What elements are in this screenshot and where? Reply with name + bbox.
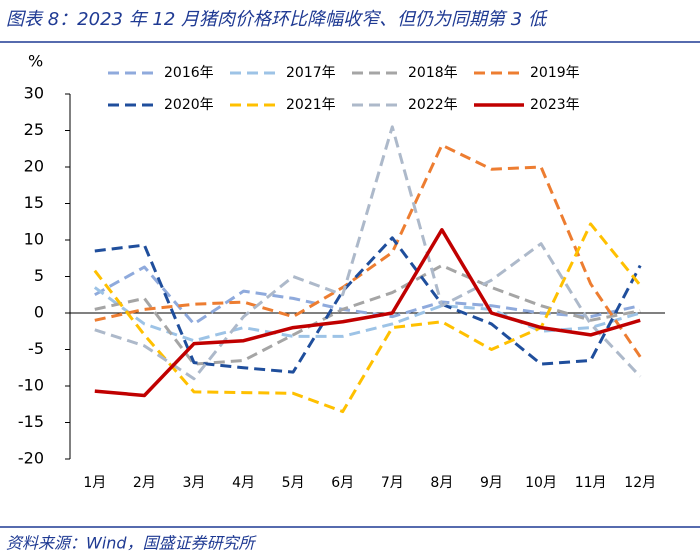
y-unit: %: [28, 52, 43, 71]
y-tick-label: 0: [34, 303, 44, 322]
x-tick-label: 11月: [575, 475, 607, 491]
x-tick-label: 7月: [381, 475, 404, 491]
series-line: [94, 236, 642, 374]
legend-label: 2020年: [164, 97, 214, 113]
series-line: [94, 143, 642, 358]
x-tick-label: 9月: [480, 475, 503, 491]
x-tick-label: 12月: [624, 475, 656, 491]
series-line: [94, 265, 641, 326]
y-tick-label: -10: [18, 376, 44, 395]
legend-label: 2023年: [530, 97, 580, 113]
x-tick-label: 3月: [182, 475, 205, 491]
y-tick-label: 5: [34, 266, 44, 285]
series-line: [94, 228, 641, 398]
y-tick-label: 15: [24, 193, 44, 212]
x-tick-label: 1月: [83, 475, 106, 491]
x-tick-label: 4月: [232, 475, 255, 491]
legend-label: 2016年: [164, 65, 214, 81]
y-tick-label: -15: [18, 412, 44, 431]
x-tick-label: 5月: [282, 475, 305, 491]
chart-title: 图表 8：2023 年 12 月猪肉价格环比降幅收窄、但仍为同期第 3 低: [6, 9, 548, 30]
x-tick-label: 10月: [525, 475, 557, 491]
legend-label: 2021年: [286, 97, 336, 113]
legend-label: 2019年: [530, 65, 580, 81]
series-line: [94, 125, 642, 381]
series-line: [93, 286, 641, 343]
x-tick-label: 8月: [430, 475, 453, 491]
x-tick-label: 2月: [133, 475, 156, 491]
legend-label: 2018年: [408, 65, 458, 81]
y-tick-label: 25: [24, 120, 44, 139]
legend-label: 2017年: [286, 65, 336, 81]
y-tick-label: 30: [24, 84, 44, 103]
legend-label: 2022年: [408, 97, 458, 113]
series-line: [93, 222, 642, 414]
source: 资料来源：Wind，国盛证券研究所: [6, 534, 258, 553]
y-tick-label: 10: [24, 230, 44, 249]
y-tick-label: 20: [24, 157, 44, 176]
x-tick-label: 6月: [331, 475, 354, 491]
y-tick-label: -5: [28, 339, 44, 358]
y-tick-label: -20: [18, 449, 44, 468]
